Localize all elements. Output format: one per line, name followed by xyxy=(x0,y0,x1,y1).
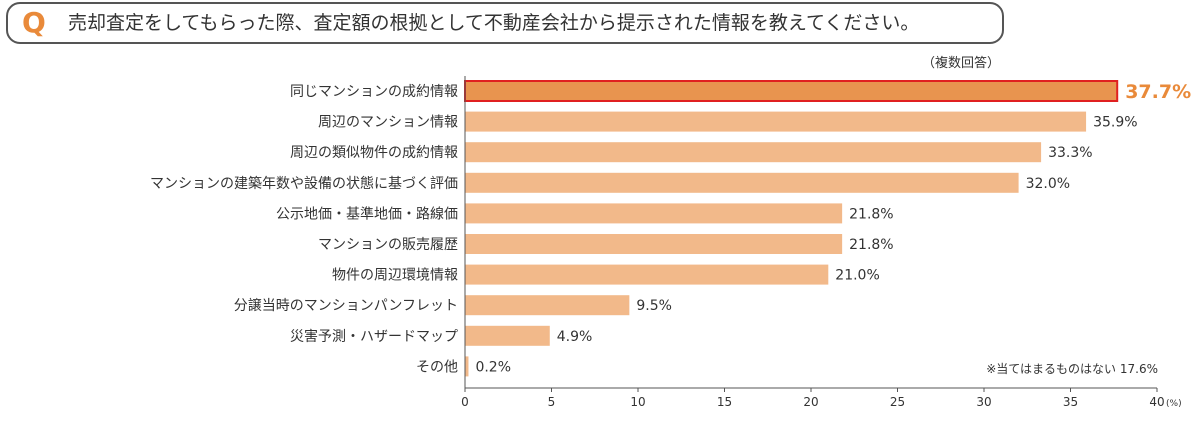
category-label: 分譲当時のマンションパンフレット xyxy=(234,298,458,314)
category-label: 同じマンションの成約情報 xyxy=(290,84,458,100)
bar xyxy=(465,111,1087,132)
bar xyxy=(465,234,843,254)
bar xyxy=(465,142,1042,163)
x-axis: 0 5 10 15 20 25 30 35 40 (%) xyxy=(461,76,1182,409)
value-label: 37.7% xyxy=(1125,81,1191,103)
bar-highlighted xyxy=(464,80,1119,102)
category-label: マンションの販売履歴 xyxy=(318,237,458,253)
x-tick-label: 30 xyxy=(976,395,991,409)
value-label: 33.3% xyxy=(1048,145,1092,161)
value-label: 21.8% xyxy=(849,237,893,253)
bar xyxy=(465,295,630,316)
question-box: Q 売却査定をしてもらった際、査定額の根拠として不動産会社から提示された情報を教… xyxy=(6,2,1004,44)
value-label: 0.2% xyxy=(475,359,511,375)
category-label: 物件の周辺環境情報 xyxy=(332,268,458,284)
category-label: 公示地価・基準地価・路線価 xyxy=(276,205,458,222)
value-label: 4.9% xyxy=(557,329,593,345)
bar xyxy=(465,172,1019,193)
category-label: その他 xyxy=(416,359,458,375)
value-label: 9.5% xyxy=(636,298,672,314)
question-mark: Q xyxy=(22,6,46,39)
category-label: 周辺の類似物件の成約情報 xyxy=(290,145,458,161)
bar xyxy=(465,325,550,346)
x-tick-label: 40 xyxy=(1149,395,1164,409)
x-tick-label: 25 xyxy=(890,395,905,409)
category-label: マンションの建築年数や設備の状態に基づく評価 xyxy=(150,175,458,192)
x-axis-unit: (%) xyxy=(1166,399,1182,409)
value-label: 35.9% xyxy=(1093,115,1137,131)
x-tick-label: 0 xyxy=(461,395,469,409)
bars-layer: 同じマンションの成約情報 37.7% 周辺のマンション情報 35.9% 周辺の類似物件の… xyxy=(150,80,1191,377)
none-applicable-footnote: ※当てはまるものはない 17.6% xyxy=(986,362,1158,376)
x-tick-label: 15 xyxy=(717,395,732,409)
bar xyxy=(465,356,469,377)
category-label: 周辺のマンション情報 xyxy=(318,115,458,131)
category-label: 災害予測・ハザードマップ xyxy=(290,329,458,345)
value-label: 21.8% xyxy=(849,206,893,222)
value-label: 32.0% xyxy=(1026,176,1070,192)
bar xyxy=(465,264,829,285)
multiple-answer-note: （複数回答） xyxy=(921,56,1000,71)
x-tick-label: 35 xyxy=(1063,395,1078,409)
bar xyxy=(465,203,843,224)
x-tick-label: 20 xyxy=(803,395,818,409)
value-label: 21.0% xyxy=(835,268,879,284)
question-text: 売却査定をしてもらった際、査定額の根拠として不動産会社から提示された情報を教えて… xyxy=(68,12,920,34)
x-tick-label: 5 xyxy=(548,395,556,409)
x-tick-label: 10 xyxy=(630,395,645,409)
